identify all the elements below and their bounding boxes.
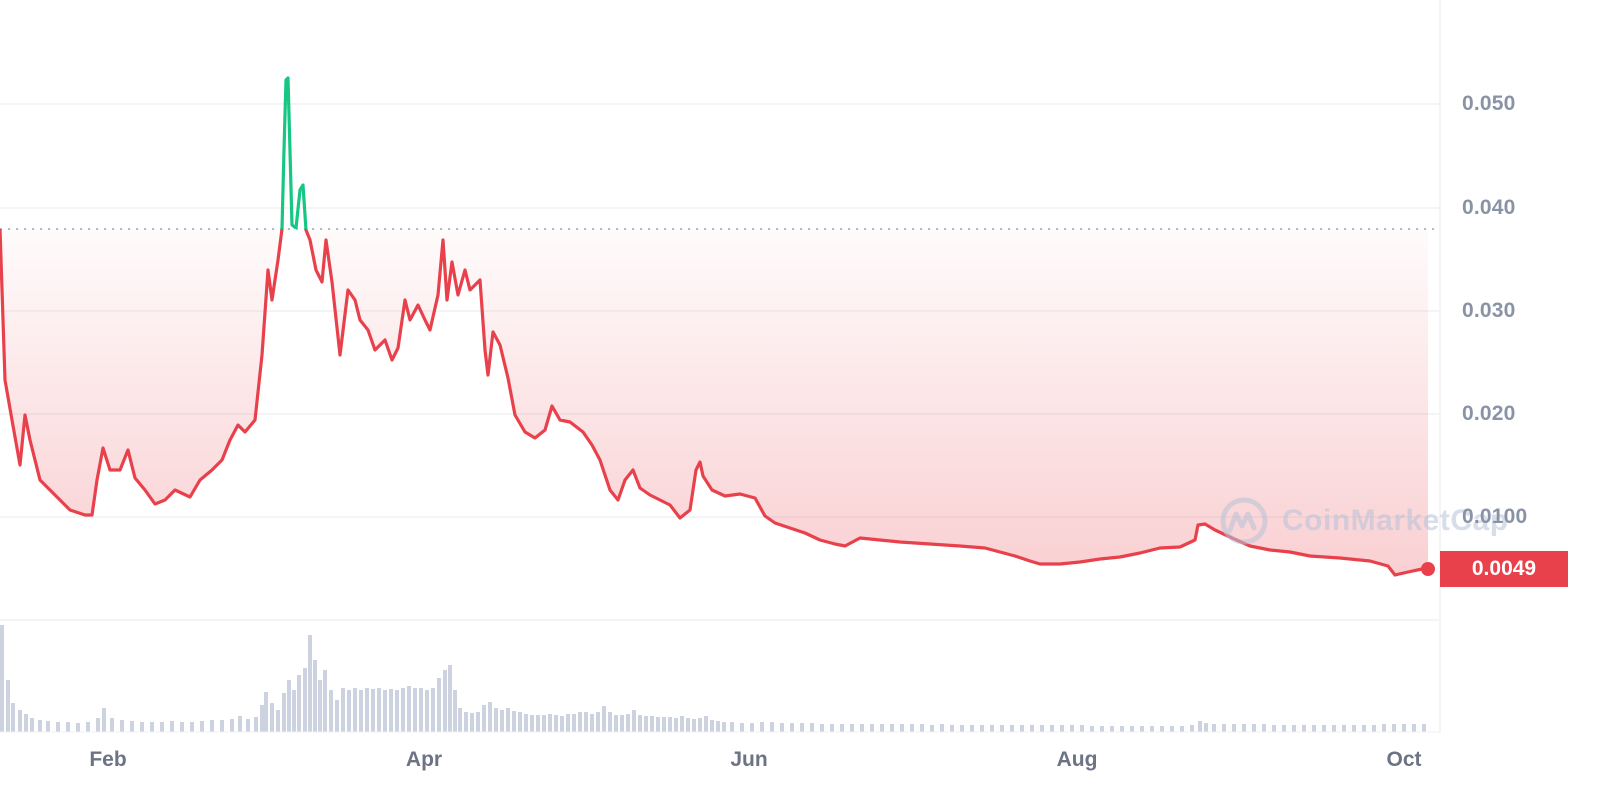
y-axis-label-0.020: 0.020 <box>1462 402 1516 425</box>
current-price-badge: 0.0049 <box>1440 551 1568 587</box>
y-axis-label-0.010: 0.0100 <box>1462 505 1528 528</box>
x-axis-label-feb: Feb <box>89 748 127 771</box>
volume-bars <box>0 625 1426 732</box>
current-price-dot <box>1421 562 1435 576</box>
y-axis-label-0.050: 0.050 <box>1462 92 1516 115</box>
price-line-below-baseline <box>0 229 1430 577</box>
y-axis-label-0.030: 0.030 <box>1462 299 1516 322</box>
x-axis-label-apr: Apr <box>405 748 443 771</box>
y-axis-label-0.040: 0.040 <box>1462 196 1516 219</box>
price-line-above-baseline <box>280 76 308 229</box>
price-area-fill <box>0 229 1428 575</box>
x-axis-label-jun: Jun <box>730 748 768 771</box>
x-axis-label-aug: Aug <box>1056 748 1098 771</box>
x-axis-label-oct: Oct <box>1386 748 1422 771</box>
